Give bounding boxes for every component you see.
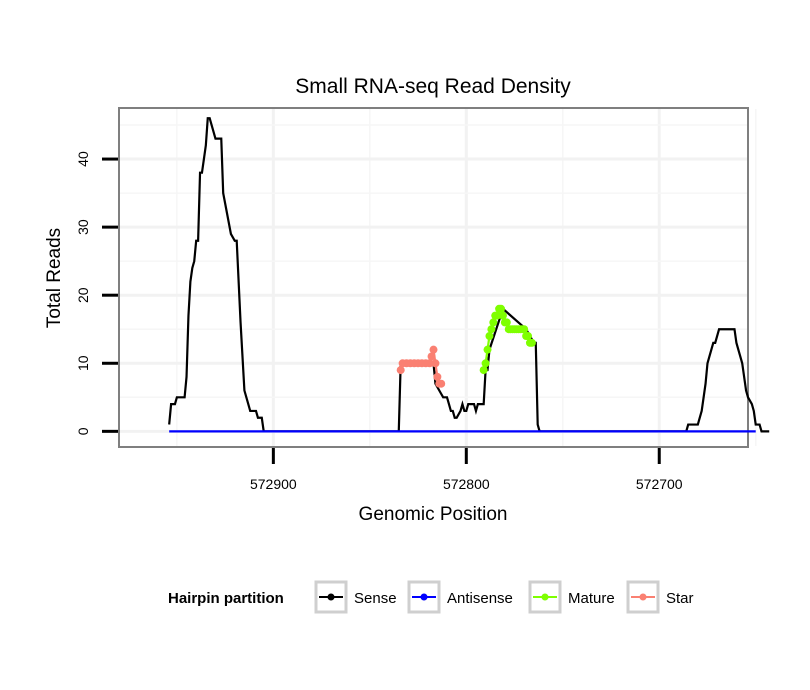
mature-point (479, 366, 488, 375)
star-point (396, 366, 405, 375)
legend-key-point (420, 593, 428, 601)
mature-point (502, 318, 511, 327)
mature-point (498, 311, 507, 320)
legend-label: Sense (354, 590, 397, 607)
y-axis-label: Total Reads (44, 228, 65, 328)
mature-point (487, 325, 496, 334)
y-tick-label: 40 (75, 151, 91, 167)
legend-title: Hairpin partition (168, 590, 284, 607)
legend-item-sense: Sense (314, 580, 397, 614)
legend-key-point (541, 593, 549, 601)
star-point (433, 372, 442, 381)
star-point (427, 352, 436, 361)
x-tick-label: 572800 (443, 476, 490, 492)
legend: Hairpin partition Sense Antisense Mature St… (168, 580, 694, 614)
mature-point (524, 332, 533, 341)
legend-label: Mature (568, 590, 615, 607)
legend-item-antisense: Antisense (407, 580, 513, 614)
legend-item-mature: Mature (528, 580, 615, 614)
axes: 572900 572800 572700 0 10 20 30 40 (75, 151, 683, 492)
chart-title: Small RNA-seq Read Density (295, 75, 571, 98)
y-tick-label: 20 (75, 287, 91, 303)
x-tick-label: 572900 (250, 476, 297, 492)
legend-item-star: Star (626, 580, 694, 614)
star-point (437, 379, 446, 388)
y-tick-label: 0 (75, 427, 91, 435)
legend-label: Antisense (447, 590, 513, 607)
series-sense (168, 117, 770, 433)
y-tick-label: 10 (75, 355, 91, 371)
mature-point (489, 318, 498, 327)
legend-key-point (327, 593, 335, 601)
star-point (425, 359, 434, 368)
star-point (431, 359, 440, 368)
plot-panel (118, 107, 749, 448)
x-tick-label: 572700 (636, 476, 683, 492)
series-star (396, 345, 446, 388)
star-point (429, 345, 438, 354)
legend-label: Star (666, 590, 694, 607)
x-axis-label: Genomic Position (359, 504, 508, 525)
legend-keys: Sense Antisense Mature Star (314, 580, 694, 614)
mature-point (481, 359, 490, 368)
series-layer (168, 117, 770, 433)
mature-point (497, 304, 506, 313)
series-mature (479, 304, 536, 375)
mature-point (485, 332, 494, 341)
sense-line (168, 117, 770, 433)
mature-point (483, 345, 492, 354)
mature-point (493, 311, 502, 320)
y-tick-label: 30 (75, 219, 91, 235)
mature-point (520, 325, 529, 334)
legend-key-point (639, 593, 647, 601)
mature-point (527, 338, 536, 347)
